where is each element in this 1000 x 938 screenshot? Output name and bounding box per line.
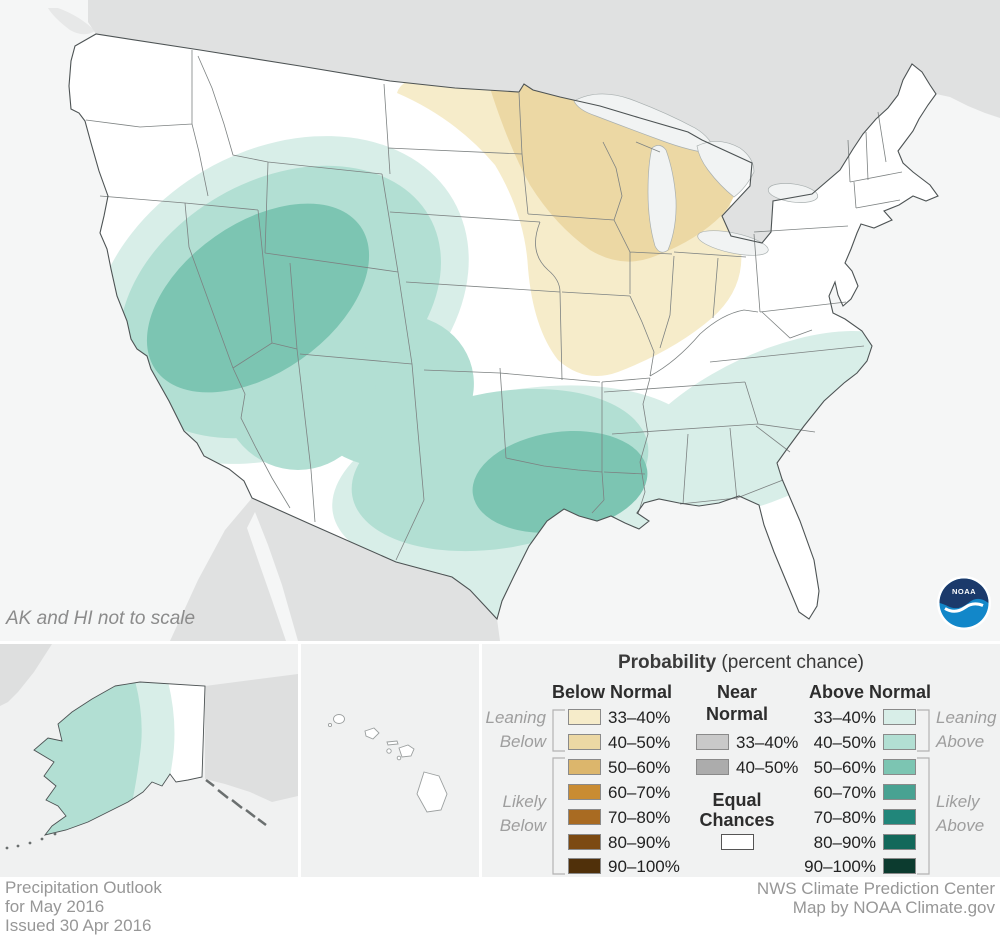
conus-map-panel: AK and HI not to scale NOAA: [6, 0, 1000, 641]
swatch-equal-chances: [721, 834, 754, 850]
noaa-logo-text: NOAA: [952, 587, 976, 596]
region-above-33-40-southeast: [621, 331, 919, 519]
range-label: 50–60%: [608, 758, 671, 777]
swatch-below-33-40: [568, 709, 601, 725]
range-label: 80–90%: [608, 833, 671, 852]
side-line: Above: [936, 732, 985, 751]
footer-right: NWS Climate Prediction Center Map by NOA…: [757, 879, 995, 917]
swatch-above-50-60: [883, 759, 916, 775]
lake-huron: [696, 141, 755, 198]
swatch-above-33-40: [883, 709, 916, 725]
likely-below-label: Likely Below: [482, 790, 546, 838]
range-label: 33–40%: [813, 708, 876, 727]
gulf-of-california: [247, 512, 298, 641]
island-kahoolawe: [396, 755, 402, 761]
range-label: 80–90%: [813, 833, 876, 852]
range-label: 40–50%: [608, 733, 671, 752]
near-normal-header-1: Near: [716, 682, 758, 702]
russia-landmass: [0, 644, 52, 706]
hawaii-inset-panel: [301, 644, 479, 877]
island-molokai: [386, 740, 399, 746]
leaning-below-label: Leaning Below: [482, 706, 546, 754]
noaa-logo-sky: [939, 578, 989, 609]
range-label: 33–40%: [608, 708, 671, 727]
alaska-panhandle-islands: [205, 779, 267, 826]
lake-michigan: [647, 145, 677, 253]
scale-note: AK and HI not to scale: [6, 608, 196, 629]
swatch-above-70-80: [883, 809, 916, 825]
side-line: Leaning: [936, 708, 997, 727]
range-label: 90–100%: [608, 857, 680, 876]
legend-title-rest: (percent chance): [716, 652, 865, 673]
swatch-below-90-100: [568, 858, 601, 874]
leaning-above-label: Leaning Above: [936, 706, 997, 754]
below-normal-header: Below Normal: [551, 682, 673, 702]
equal-chances-label-1: Equal: [712, 790, 762, 810]
conus-map: [48, 0, 1000, 641]
range-label: 60–70%: [813, 783, 876, 802]
hawaii-islands: [327, 714, 448, 813]
swatch-below-70-80: [568, 809, 601, 825]
legend: Probability (percent chance) Below Norma…: [482, 644, 1000, 877]
range-label: 50–60%: [813, 758, 876, 777]
swatch-near-40-50: [696, 759, 729, 775]
aleutian-islands: [5, 832, 57, 850]
swatch-below-60-70: [568, 784, 601, 800]
range-label: 70–80%: [608, 808, 671, 827]
swatch-above-40-50: [883, 734, 916, 750]
swatch-below-80-90: [568, 834, 601, 850]
side-line: Likely: [936, 792, 980, 811]
noaa-logo: NOAA: [937, 576, 991, 630]
island-hawaii: [416, 771, 448, 813]
swatch-below-50-60: [568, 759, 601, 775]
vancouver-island: [48, 8, 95, 35]
swatch-above-80-90: [883, 834, 916, 850]
island-lanai: [386, 748, 392, 754]
region-above-50-60-louisiana: [472, 430, 648, 534]
canada-landmass: [88, 0, 1000, 243]
range-label: 60–70%: [608, 783, 671, 802]
swatch-above-90-100: [883, 858, 916, 874]
probability-regions: [91, 70, 919, 619]
swatch-above-60-70: [883, 784, 916, 800]
swatch-near-33-40: [696, 734, 729, 750]
island-oahu: [364, 727, 380, 740]
side-line: Likely: [502, 792, 546, 811]
alaska-inset-panel: [0, 644, 298, 877]
island-kauai: [333, 714, 345, 724]
range-label: 90–100%: [804, 857, 876, 876]
near-normal-header-2: Normal: [705, 704, 768, 724]
alaska-map: [0, 644, 298, 877]
above-normal-header: Above Normal: [808, 682, 932, 702]
footer-issued-line: Issued 30 Apr 2016: [5, 916, 152, 935]
side-line: Leaning: [485, 708, 546, 727]
lake-erie: [697, 230, 769, 256]
footer: Precipitation Outlook for May 2016 Issue…: [0, 877, 1000, 938]
footer-period-line: for May 2016: [5, 897, 105, 916]
lake-ontario: [767, 183, 819, 203]
swatch-below-40-50: [568, 734, 601, 750]
legend-title: Probability (percent chance): [482, 652, 1000, 674]
legend-title-bold: Probability: [617, 652, 717, 673]
footer-source-line: NWS Climate Prediction Center: [756, 879, 995, 898]
equal-chances-label-2: Chances: [699, 810, 775, 830]
footer-title-line: Precipitation Outlook: [5, 878, 162, 897]
likely-above-label: Likely Above: [936, 790, 984, 838]
noaa-bird-icon: [944, 602, 984, 613]
hawaii-map: [301, 644, 479, 877]
hawaii-ocean: [301, 644, 479, 877]
region-above-50-60-greatbasin: [146, 203, 370, 393]
range-label: 70–80%: [813, 808, 876, 827]
range-label: 40–50%: [813, 733, 876, 752]
canada-landmass-ak: [205, 674, 298, 802]
island-niihau: [327, 722, 333, 728]
footer-left: Precipitation Outlook for May 2016 Issue…: [5, 878, 162, 935]
side-line: Below: [499, 732, 546, 751]
side-line: Below: [499, 816, 546, 835]
footer-credit-line: Map by NOAA Climate.gov: [792, 898, 995, 917]
state-borders: [85, 50, 903, 561]
side-line: Above: [936, 816, 985, 835]
island-maui: [398, 744, 415, 758]
